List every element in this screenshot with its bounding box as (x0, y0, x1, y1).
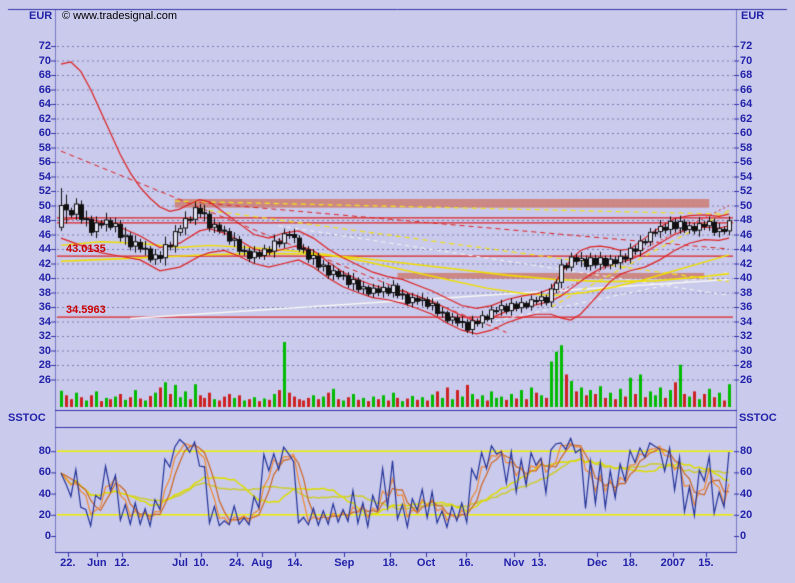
price-axis-label-left: 50 (38, 199, 51, 212)
sstoc-axis-label-right: 20 (740, 508, 753, 521)
price-axis-label-left: 36 (38, 301, 51, 313)
price-axis-label-left: 68 (38, 69, 51, 81)
price-axis-label-right: 48 (740, 214, 753, 226)
price-axis-label-left: 44 (38, 243, 51, 255)
price-axis-label-right: 30 (740, 344, 753, 357)
sstoc-axis-label-right: 60 (740, 466, 753, 479)
date-axis-label: 18. (382, 557, 398, 569)
price-axis-label-left: 30 (38, 344, 51, 357)
price-axis-label-left: 70 (38, 54, 51, 67)
date-axis-label: 24. (229, 557, 245, 569)
price-axis-label-right: 58 (740, 141, 753, 154)
price-axis-label-right: 52 (740, 185, 753, 197)
date-axis-label: Oct (416, 557, 436, 569)
price-axis-label-left: 52 (38, 185, 51, 197)
price-axis-title-left: EUR (29, 10, 53, 22)
date-axis-label: Jun (87, 557, 107, 569)
price-axis-label-left: 58 (38, 141, 51, 154)
price-level-annotation: 43.0135 (66, 243, 106, 256)
price-axis-label-left: 34 (38, 315, 51, 328)
price-axis-label-right: 72 (740, 40, 753, 52)
price-axis-label-left: 42 (38, 257, 51, 270)
date-axis-label: 14. (287, 557, 303, 569)
price-axis-label-right: 34 (740, 315, 753, 328)
date-axis-label: Aug (251, 557, 273, 569)
date-axis-label: 10. (193, 557, 209, 569)
price-axis-label-right: 60 (740, 127, 753, 139)
price-axis-label-right: 56 (740, 156, 753, 168)
date-axis-label: Jul (172, 557, 188, 569)
price-axis-label-left: 32 (38, 330, 51, 342)
date-axis-label: 16. (458, 557, 474, 569)
price-axis-label-right: 38 (740, 286, 753, 299)
date-axis-label: 22. (60, 557, 76, 569)
price-axis-label-left: 56 (38, 156, 51, 168)
date-axis-label: Dec (587, 557, 608, 569)
price-axis-label-right: 64 (740, 98, 753, 110)
sstoc-panel-title-left: SSTOC (8, 412, 46, 424)
sstoc-axis-label-left: 40 (38, 487, 51, 500)
sstoc-axis-label-left: 20 (38, 508, 51, 521)
price-axis-label-left: 60 (38, 127, 51, 139)
price-axis-label-right: 62 (740, 112, 753, 125)
price-level-annotation: 34.5963 (66, 304, 106, 317)
price-axis-label-left: 48 (38, 214, 51, 226)
price-axis-label-left: 28 (38, 359, 51, 371)
sstoc-panel-title-right: SSTOC (739, 412, 777, 424)
sstoc-axis-label-left: 80 (38, 445, 51, 458)
date-axis-label: 2007 (660, 557, 686, 569)
price-axis-label-right: 70 (740, 54, 753, 67)
date-axis-label: 18. (622, 557, 638, 569)
copyright-watermark: © www.tradesignal.com (62, 10, 178, 22)
price-axis-label-right: 28 (740, 359, 753, 371)
sstoc-axis-label-left: 0 (44, 530, 51, 542)
price-axis-label-right: 40 (740, 272, 753, 284)
price-axis-label-right: 68 (740, 69, 753, 81)
price-axis-label-left: 54 (38, 170, 51, 183)
price-axis-label-left: 66 (38, 83, 51, 96)
price-axis-label-right: 54 (740, 170, 753, 183)
price-axis-label-right: 36 (740, 301, 753, 313)
date-axis-label: 13. (531, 557, 547, 569)
sstoc-axis-label-left: 60 (38, 466, 51, 479)
price-axis-label-left: 38 (38, 286, 51, 299)
price-axis-label-left: 64 (38, 98, 51, 110)
date-axis-label: Sep (334, 557, 355, 569)
price-axis-label-left: 40 (38, 272, 51, 284)
price-axis-label-right: 26 (740, 373, 753, 386)
date-axis-label: Nov (503, 557, 525, 569)
sstoc-axis-label-right: 0 (740, 530, 747, 542)
sstoc-axis-label-right: 40 (740, 487, 753, 500)
price-axis-label-right: 32 (740, 330, 753, 342)
price-axis-label-left: 26 (38, 373, 51, 386)
price-axis-label-left: 62 (38, 112, 51, 125)
price-axis-title-right: EUR (741, 10, 765, 22)
price-axis-label-right: 44 (740, 243, 753, 255)
price-axis-label-left: 46 (38, 228, 51, 241)
price-axis-label-right: 66 (740, 83, 753, 96)
date-axis-label: 15. (698, 557, 714, 569)
price-axis-label-right: 46 (740, 228, 753, 241)
price-axis-label-left: 72 (38, 40, 51, 52)
date-axis-label: 12. (114, 557, 130, 569)
price-axis-label-right: 50 (740, 199, 753, 212)
sstoc-axis-label-right: 80 (740, 445, 753, 458)
price-axis-label-right: 42 (740, 257, 753, 270)
